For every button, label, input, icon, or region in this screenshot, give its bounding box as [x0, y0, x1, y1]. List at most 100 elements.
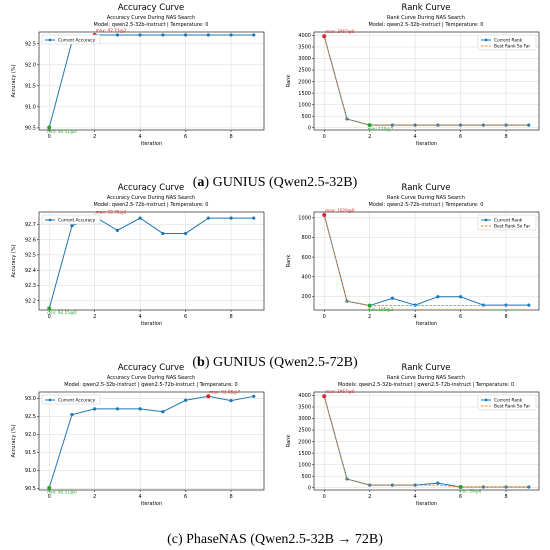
- caption-c: (c) PhaseNAS (Qwen2.5-32B → 72B): [167, 532, 383, 547]
- legend-label: Best Rank So Far: [494, 44, 530, 50]
- x-tick-label: 8: [229, 494, 232, 500]
- y-tick-label: 400: [301, 274, 311, 280]
- y-tick-label: 1000: [298, 216, 311, 222]
- chart-svg: Rank Curve Rank Curve During NAS SearchMo…: [286, 3, 540, 147]
- x-tick-label: 4: [414, 494, 417, 500]
- x-axis-label: Iteration: [416, 141, 437, 147]
- y-axis-label: Rank: [286, 75, 292, 88]
- x-tick-label: 0: [48, 494, 51, 500]
- x-tick-label: 2: [93, 134, 96, 140]
- chart-panel-2: Accuracy Curve Accuracy Curve During NAS …: [5, 180, 270, 354]
- y-tick-label: 91.0: [25, 105, 36, 111]
- chart-subtitle-2: Model: qwen2.5-32b-instruct | Temperatur…: [94, 22, 209, 28]
- x-axis-label: Iteration: [141, 141, 162, 147]
- x-tick-label: 6: [459, 494, 462, 500]
- min-point: [458, 485, 463, 490]
- data-point: [436, 481, 440, 485]
- x-tick-label: 4: [139, 134, 142, 140]
- max-annotation: max: 1029@0: [325, 208, 355, 213]
- x-axis-label: Iteration: [416, 321, 437, 327]
- data-point: [70, 224, 74, 228]
- y-tick-label: 0: [308, 125, 311, 131]
- legend-label: Best Rank So Far: [494, 404, 530, 410]
- y-tick-label: 0: [308, 485, 311, 491]
- x-tick-label: 0: [323, 134, 326, 140]
- max-annotation: max: 3967@0: [325, 29, 355, 34]
- data-point: [93, 407, 97, 411]
- data-point: [252, 394, 256, 398]
- data-point: [115, 228, 120, 232]
- data-point: [252, 33, 256, 37]
- chart-subtitle-1: Rank Curve During NAS Search: [387, 195, 465, 201]
- legend-swatch-marker: [48, 38, 52, 42]
- x-tick-label: 4: [139, 494, 142, 500]
- x-tick-label: 0: [323, 314, 326, 320]
- data-point: [115, 407, 120, 411]
- plot-frame: [313, 391, 540, 491]
- y-tick-label: 600: [301, 255, 311, 261]
- chart-title: Accuracy Curve: [118, 183, 185, 193]
- chart-svg: Rank Curve Rank Curve During NAS SearchMo…: [286, 363, 540, 507]
- y-tick-label: 4000: [298, 33, 311, 39]
- y-tick-label: 500: [301, 474, 311, 480]
- x-tick-label: 8: [504, 494, 507, 500]
- data-point: [527, 303, 531, 307]
- legend-label: Best Rank So Far: [494, 224, 530, 230]
- y-tick-label: 1000: [298, 102, 311, 108]
- legend-swatch-marker: [48, 218, 52, 222]
- legend-swatch-marker: [48, 398, 52, 402]
- chart-subtitle-1: Rank Curve During NAS Search: [387, 15, 465, 21]
- chart-panel-3: Rank Curve Rank Curve During NAS Search Mo…: [280, 180, 545, 354]
- y-axis-label: Accuracy (%): [11, 244, 17, 277]
- x-tick-label: 2: [368, 134, 371, 140]
- legend-box: [41, 394, 101, 405]
- chart-subtitle-1: Accuracy Curve During NAS Search: [107, 195, 195, 201]
- max-point: [322, 213, 327, 218]
- data-point: [229, 399, 233, 403]
- x-axis-label: Iteration: [416, 501, 437, 507]
- y-tick-label: 3000: [298, 416, 311, 422]
- x-axis-label: Iteration: [141, 501, 162, 507]
- max-point: [322, 34, 327, 39]
- y-tick-label: 92.6: [25, 237, 36, 243]
- series-line-best: [323, 36, 529, 126]
- chart-subtitle-2: Model: qwen2.5-72b-instruct | Temperatur…: [94, 202, 209, 208]
- chart-svg: Rank Curve Rank Curve During NAS SearchMo…: [286, 183, 540, 327]
- legend-box: [477, 214, 537, 231]
- x-tick-label: 4: [414, 314, 417, 320]
- max-annotation: max: 93.06@7: [209, 389, 240, 394]
- chart-subtitle-1: Accuracy Curve During NAS Search: [107, 375, 195, 381]
- legend-box: [41, 34, 101, 45]
- y-tick-label: 200: [301, 294, 311, 300]
- min-annotation: min: 90.51@0: [47, 489, 77, 494]
- y-tick-label: 2500: [298, 68, 311, 74]
- data-point: [70, 413, 74, 417]
- legend-label: Current Rank: [494, 38, 523, 44]
- y-tick-label: 3000: [298, 56, 311, 62]
- max-point: [206, 394, 211, 399]
- data-point: [115, 33, 120, 37]
- plot-frame: [38, 391, 265, 491]
- x-tick-label: 6: [184, 134, 187, 140]
- y-tick-label: 92.5: [25, 41, 36, 47]
- x-tick-label: 2: [368, 494, 371, 500]
- max-annotation: max: 3967@0: [325, 389, 355, 394]
- chart-svg: Accuracy Curve Accuracy Curve During NAS …: [11, 363, 265, 507]
- series-line-current: [48, 216, 254, 309]
- min-annotation: min: 90.51@0: [47, 129, 77, 134]
- y-tick-label: 2000: [298, 79, 311, 85]
- legend-swatch-marker: [484, 398, 488, 402]
- chart-panel-1: Rank Curve Rank Curve During NAS Search Mo…: [280, 0, 545, 174]
- min-annotation: min: 110@2: [368, 127, 394, 132]
- y-tick-label: 92.0: [25, 63, 36, 69]
- data-point: [206, 33, 210, 37]
- y-tick-label: 92.5: [25, 253, 36, 259]
- data-point: [138, 33, 142, 37]
- y-tick-label: 92.5: [25, 414, 36, 420]
- min-point: [47, 485, 52, 490]
- x-tick-label: 6: [184, 494, 187, 500]
- y-tick-label: 92.3: [25, 283, 36, 289]
- y-tick-label: 93.0: [25, 396, 36, 402]
- chart-panel-5: Rank Curve Rank Curve During NAS Search Mo…: [280, 360, 545, 534]
- x-tick-label: 8: [229, 134, 232, 140]
